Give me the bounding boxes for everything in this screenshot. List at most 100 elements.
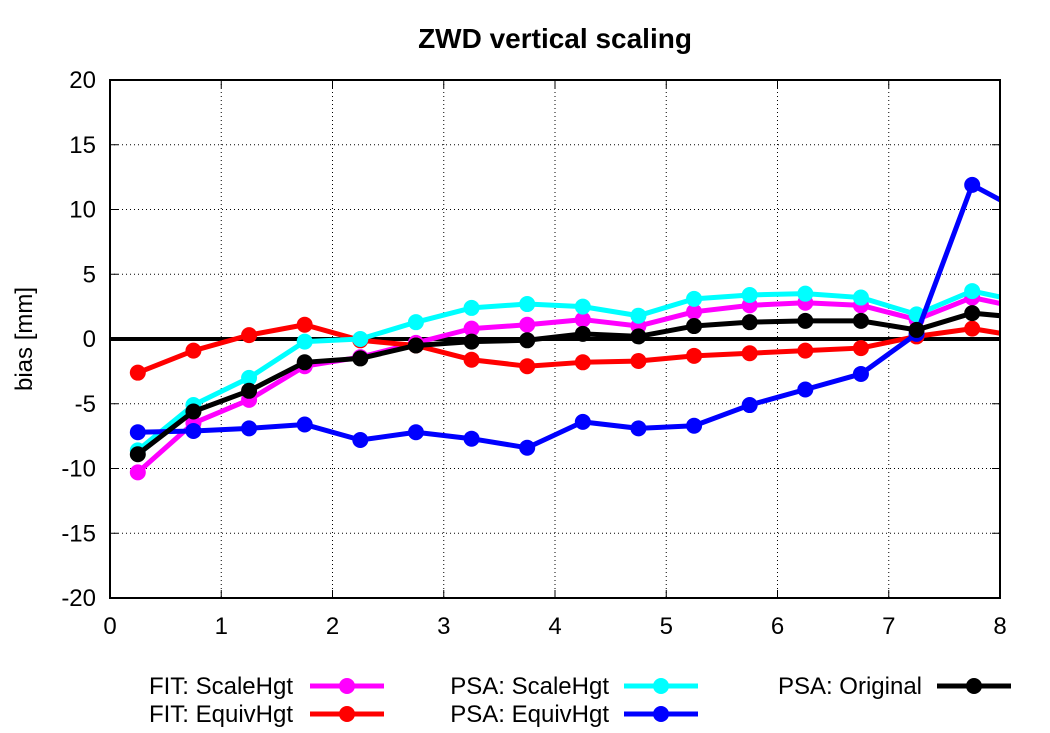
data-point xyxy=(463,333,480,350)
data-point xyxy=(574,413,591,430)
data-point xyxy=(1020,310,1036,326)
y-tick-label: 15 xyxy=(69,132,96,159)
legend-label: PSA: EquivHgt xyxy=(450,701,609,728)
data-point xyxy=(964,176,981,193)
y-tick-label: 20 xyxy=(69,67,96,94)
data-point xyxy=(574,354,591,371)
data-point xyxy=(129,424,146,441)
data-point xyxy=(185,403,202,420)
data-point xyxy=(630,307,647,324)
data-point xyxy=(797,342,814,359)
x-tick-label: 2 xyxy=(326,613,339,640)
data-point xyxy=(797,312,814,329)
data-point xyxy=(241,369,258,386)
data-point xyxy=(352,350,369,367)
legend-label: FIT: EquivHgt xyxy=(149,701,293,728)
x-tick-label: 0 xyxy=(103,613,116,640)
data-point xyxy=(686,347,703,364)
data-point xyxy=(407,337,424,354)
data-point xyxy=(574,298,591,315)
data-point xyxy=(296,333,313,350)
data-point xyxy=(185,342,202,359)
data-point xyxy=(908,321,925,338)
x-tick-label: 3 xyxy=(437,613,450,640)
data-point xyxy=(1020,301,1036,317)
data-point xyxy=(407,424,424,441)
y-tick-label: -20 xyxy=(61,585,96,612)
data-point xyxy=(964,320,981,337)
data-point xyxy=(574,311,591,328)
data-point xyxy=(852,340,869,357)
data-point xyxy=(741,286,758,303)
data-point xyxy=(129,464,146,481)
data-point xyxy=(1020,295,1036,311)
legend-label: PSA: ScaleHgt xyxy=(450,673,609,700)
data-point xyxy=(352,432,369,449)
data-point xyxy=(686,318,703,335)
data-point xyxy=(519,358,536,375)
legend-swatch-marker xyxy=(966,678,982,694)
x-tick-label: 8 xyxy=(993,613,1006,640)
data-point xyxy=(964,305,981,322)
y-tick-label: 0 xyxy=(83,326,96,353)
data-point xyxy=(686,417,703,434)
chart-title: ZWD vertical scaling xyxy=(418,23,692,54)
data-point xyxy=(129,364,146,381)
data-point xyxy=(630,420,647,437)
plot-frame xyxy=(109,79,1001,599)
data-point xyxy=(296,316,313,333)
data-point xyxy=(185,422,202,439)
x-tick-label: 7 xyxy=(882,613,895,640)
series-group xyxy=(129,176,1036,481)
x-tick-label: 6 xyxy=(771,613,784,640)
data-point xyxy=(630,353,647,370)
data-point xyxy=(519,332,536,349)
data-point xyxy=(241,420,258,437)
x-tick-label: 4 xyxy=(548,613,561,640)
y-tick-label: -5 xyxy=(75,391,96,418)
legend-swatch-marker xyxy=(653,706,669,722)
series-3 xyxy=(129,176,1036,456)
data-point xyxy=(797,381,814,398)
legend-label: PSA: Original xyxy=(778,673,922,700)
series-4 xyxy=(129,305,1036,463)
data-point xyxy=(463,320,480,337)
legend-swatch-marker xyxy=(339,678,355,694)
data-point xyxy=(463,430,480,447)
data-point xyxy=(463,351,480,368)
data-point xyxy=(463,299,480,316)
data-point xyxy=(852,365,869,382)
y-tick-label: -10 xyxy=(61,456,96,483)
data-point xyxy=(296,354,313,371)
data-point xyxy=(296,416,313,433)
legend-swatch-marker xyxy=(339,706,355,722)
axis-ticks: 0 1 2 3 4 5 6 7 8 -20 -15 -10 -5 0 5 10 15 20 xyxy=(61,67,1006,640)
legend-label: FIT: ScaleHgt xyxy=(149,673,293,700)
data-point xyxy=(686,303,703,320)
x-tick-label: 1 xyxy=(215,613,228,640)
data-point xyxy=(129,446,146,463)
legend-entry-1: FIT: EquivHgt xyxy=(149,701,384,728)
data-point xyxy=(519,316,536,333)
legend-entry-0: FIT: ScaleHgt xyxy=(149,673,384,700)
data-point xyxy=(519,439,536,456)
data-point xyxy=(407,314,424,331)
legend-entry-4: PSA: Original xyxy=(778,673,1011,700)
data-point xyxy=(741,314,758,331)
data-point xyxy=(1020,330,1036,346)
data-point xyxy=(852,289,869,306)
x-tick-label: 5 xyxy=(660,613,673,640)
data-point xyxy=(1020,207,1036,223)
y-axis-title: bias [mm] xyxy=(11,287,38,391)
data-point xyxy=(241,327,258,344)
legend-swatch-marker xyxy=(653,678,669,694)
data-point xyxy=(964,283,981,300)
data-point xyxy=(686,290,703,307)
data-point xyxy=(519,296,536,313)
series-2 xyxy=(129,283,1036,459)
y-tick-label: 5 xyxy=(83,261,96,288)
legend-entry-3: PSA: EquivHgt xyxy=(450,701,698,728)
data-point xyxy=(574,325,591,342)
